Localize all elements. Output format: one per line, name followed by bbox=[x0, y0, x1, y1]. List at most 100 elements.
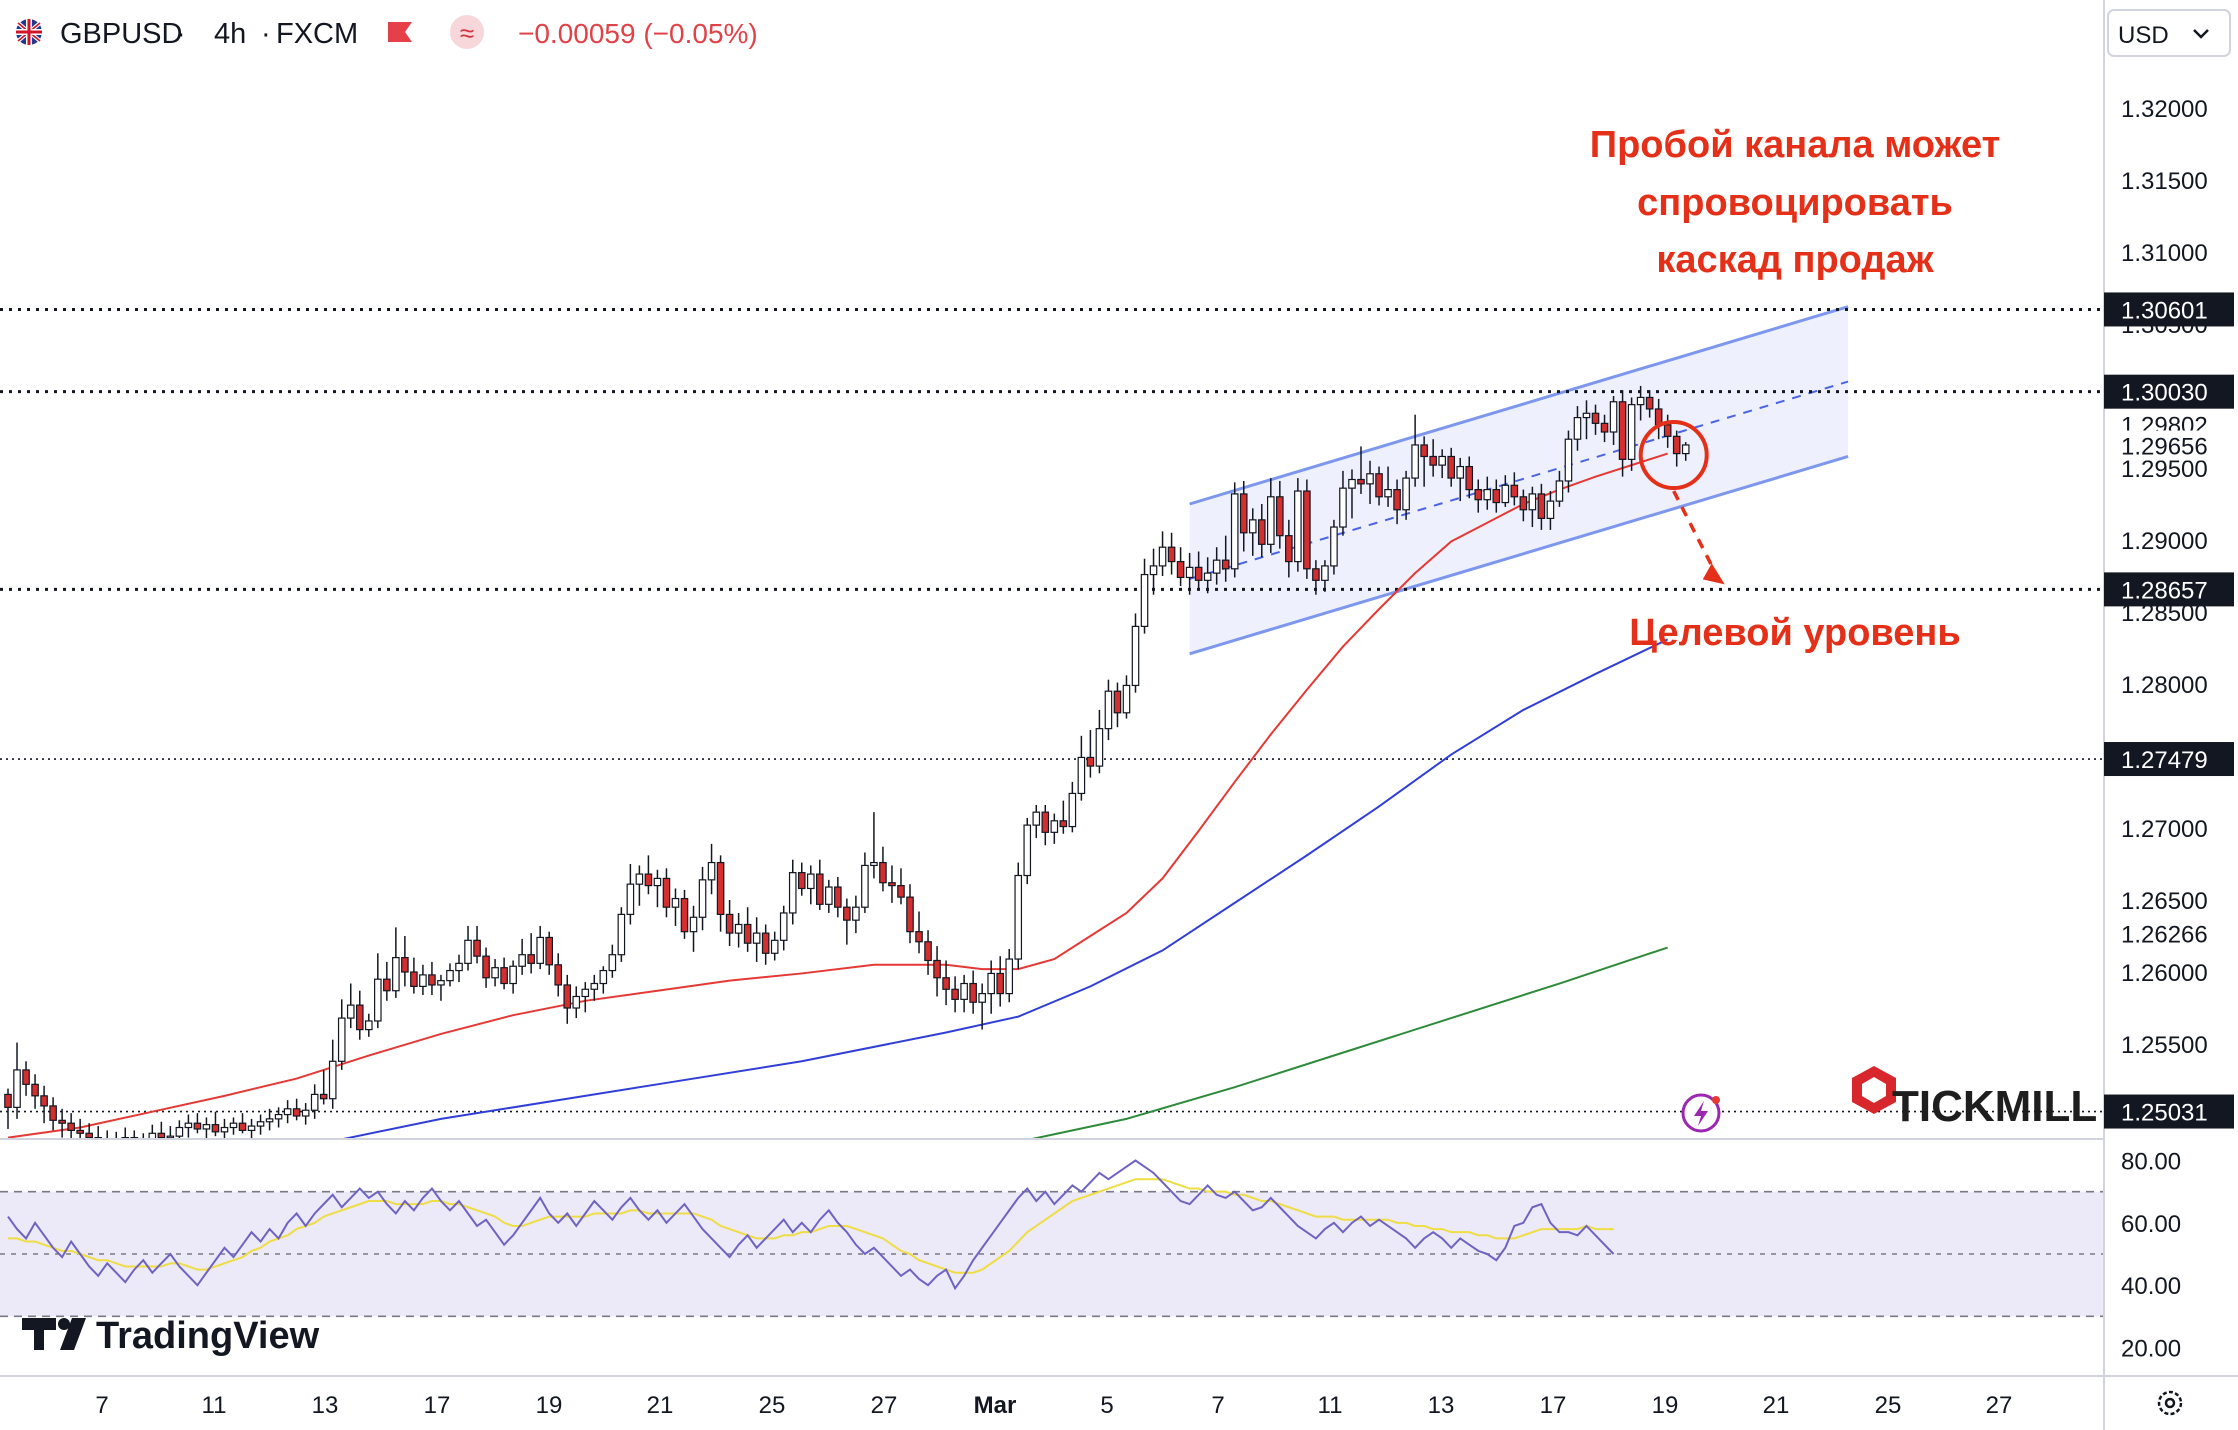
time-tick-label: 25 bbox=[759, 1392, 786, 1419]
candle-down bbox=[761, 932, 770, 954]
price-tick-label: 1.25500 bbox=[2121, 1032, 2208, 1059]
target-annotation-text: Целевой уровень bbox=[1629, 612, 1960, 654]
candle-down bbox=[554, 964, 563, 986]
target-arrow-head bbox=[1702, 563, 1725, 585]
currency-selector[interactable]: USD bbox=[2107, 9, 2231, 57]
price-axis[interactable]: 1.320001.315001.310001.305001.295001.290… bbox=[2104, 96, 2235, 1129]
time-tick-label: 17 bbox=[1540, 1392, 1567, 1419]
candle-up bbox=[202, 1124, 211, 1130]
approx-icon: ≈ bbox=[460, 18, 474, 48]
candle-down bbox=[906, 896, 914, 933]
candle-down bbox=[1474, 489, 1483, 501]
candle-down bbox=[1375, 473, 1383, 498]
candle-up bbox=[1555, 480, 1564, 502]
candle-up bbox=[1095, 728, 1104, 767]
price-marker-label: 1.29656 bbox=[2121, 434, 2208, 461]
approx-badge[interactable] bbox=[450, 15, 484, 49]
price-tick-label: 1.26000 bbox=[2121, 960, 2208, 987]
time-tick-label: 13 bbox=[1428, 1392, 1455, 1419]
candle-down bbox=[1086, 756, 1095, 767]
time-tick-label: 21 bbox=[1763, 1392, 1790, 1419]
candle-down bbox=[1600, 422, 1609, 433]
candle-up bbox=[671, 897, 680, 908]
price-marker-bg bbox=[2107, 918, 2235, 949]
candle-down bbox=[924, 941, 932, 962]
candle-down bbox=[1654, 408, 1663, 426]
target-arrow-shaft bbox=[1672, 490, 1720, 579]
candle-up bbox=[978, 992, 986, 1003]
candle-up bbox=[1582, 412, 1591, 419]
candle-up bbox=[365, 1020, 373, 1031]
flag-marker-icon[interactable] bbox=[388, 22, 412, 42]
candle-down bbox=[1591, 412, 1600, 424]
candle-up bbox=[1564, 438, 1573, 482]
candle-up bbox=[987, 972, 995, 995]
time-axis[interactable]: 7 11 13 17 19 21 25 27 Mar 5 7 11 13 17 19 21 25 27 bbox=[95, 1392, 2012, 1419]
candle-up bbox=[825, 886, 833, 905]
settings-gear-icon[interactable] bbox=[2157, 1390, 2183, 1416]
candle-up bbox=[870, 861, 878, 867]
tickmill-logo: TICKMILL bbox=[1852, 1066, 2097, 1131]
symbol-label[interactable]: GBPUSD bbox=[60, 18, 182, 50]
candle-down bbox=[58, 1119, 66, 1124]
candle-down bbox=[1618, 401, 1627, 460]
tradingview-logo: TradingView bbox=[22, 1315, 320, 1357]
candle-down bbox=[527, 954, 535, 964]
candle-down bbox=[915, 931, 923, 943]
candle-down bbox=[1663, 424, 1672, 437]
candle-down bbox=[815, 873, 824, 905]
candle-up bbox=[1321, 565, 1329, 581]
time-tick-label: 17 bbox=[424, 1392, 451, 1419]
candle-up bbox=[1266, 496, 1275, 545]
candle-up bbox=[1348, 478, 1356, 489]
time-tick-label: 27 bbox=[871, 1392, 898, 1419]
candle-up bbox=[1456, 465, 1465, 479]
candle-up bbox=[491, 967, 499, 979]
price-level-tag bbox=[2104, 374, 2234, 409]
candle-up bbox=[1149, 565, 1158, 576]
candle-up bbox=[509, 965, 517, 985]
candle-up bbox=[581, 988, 590, 998]
candle-up bbox=[1402, 477, 1410, 511]
interval-label[interactable]: 4h bbox=[214, 18, 246, 50]
moving-average-long bbox=[1027, 946, 1668, 1139]
lightning-icon[interactable] bbox=[1681, 1093, 1721, 1133]
candle-up bbox=[608, 954, 617, 972]
candle-up bbox=[617, 913, 626, 956]
candle-up bbox=[1501, 484, 1510, 504]
candle-down bbox=[1276, 496, 1284, 537]
candle-down bbox=[76, 1129, 84, 1134]
candle-up bbox=[806, 873, 815, 890]
candle-up bbox=[1636, 396, 1645, 406]
time-tick-label: 7 bbox=[1211, 1392, 1224, 1419]
candle-down bbox=[1285, 535, 1293, 563]
candle-up bbox=[1573, 417, 1582, 440]
candle-down bbox=[410, 971, 418, 987]
candle-up bbox=[1158, 546, 1167, 567]
candle-down bbox=[716, 861, 725, 915]
price-tick-label: 1.29000 bbox=[2121, 528, 2208, 555]
candle-up bbox=[1546, 500, 1555, 519]
breakout-circle bbox=[1638, 420, 1709, 491]
candle-up bbox=[599, 969, 608, 985]
candle-up bbox=[1077, 756, 1086, 795]
candle-up bbox=[1384, 489, 1392, 498]
moving-averages bbox=[7, 452, 1669, 1139]
candle-down bbox=[401, 956, 409, 973]
candle-down bbox=[1393, 489, 1401, 511]
candle-up bbox=[220, 1126, 229, 1133]
candle-down bbox=[951, 988, 959, 1000]
candle-up bbox=[229, 1122, 238, 1129]
candle-up bbox=[1212, 559, 1221, 574]
candle-up bbox=[13, 1069, 21, 1108]
price-level-tag bbox=[2104, 292, 2234, 327]
candle-down bbox=[1041, 811, 1050, 833]
rsi-pane[interactable] bbox=[0, 1159, 2104, 1318]
rsi-axis[interactable]: 80.00 60.00 40.00 20.00 bbox=[2121, 1148, 2181, 1362]
candle-up bbox=[1411, 444, 1419, 479]
candle-up bbox=[166, 1135, 175, 1139]
candle-down bbox=[67, 1122, 75, 1131]
candle-up bbox=[1627, 404, 1636, 460]
exchange-label[interactable]: FXCM bbox=[276, 18, 358, 50]
